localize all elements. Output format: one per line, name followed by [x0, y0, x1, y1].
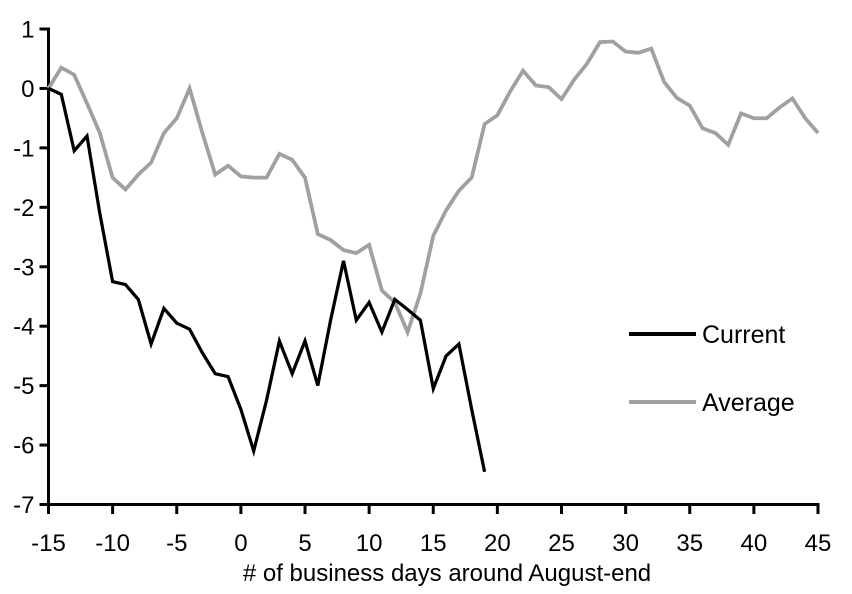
x-tick-label: -15	[31, 530, 66, 557]
x-tick-label: -5	[166, 530, 187, 557]
x-axis-title: # of business days around August-end	[243, 560, 651, 587]
x-tick-label: 20	[484, 530, 511, 557]
x-tick-label: 5	[298, 530, 311, 557]
legend-label-average: Average	[702, 389, 795, 417]
x-tick-label: 0	[234, 530, 247, 557]
x-tick-label: 35	[676, 530, 703, 557]
series-line-average	[46, 39, 820, 338]
x-tick-label: 10	[356, 530, 383, 557]
series-line-current	[47, 86, 487, 473]
x-tick-label: 30	[612, 530, 639, 557]
x-tick-label: 25	[548, 530, 575, 557]
y-tick-label: -6	[13, 433, 34, 460]
legend-label-current: Current	[702, 321, 785, 349]
y-tick-label: -5	[13, 373, 34, 400]
y-tick-label: -3	[13, 254, 34, 281]
x-tick-label: 45	[805, 530, 832, 557]
x-tick-label: 15	[420, 530, 447, 557]
y-tick-label: 0	[21, 76, 34, 103]
y-tick-label: 1	[21, 17, 34, 44]
x-tick-label: 40	[741, 530, 768, 557]
y-tick-label: -4	[13, 314, 34, 341]
x-tick-label: -10	[95, 530, 130, 557]
y-tick-label: -1	[13, 135, 34, 162]
y-tick-label: -2	[13, 195, 34, 222]
y-tick-label: -7	[13, 492, 34, 519]
